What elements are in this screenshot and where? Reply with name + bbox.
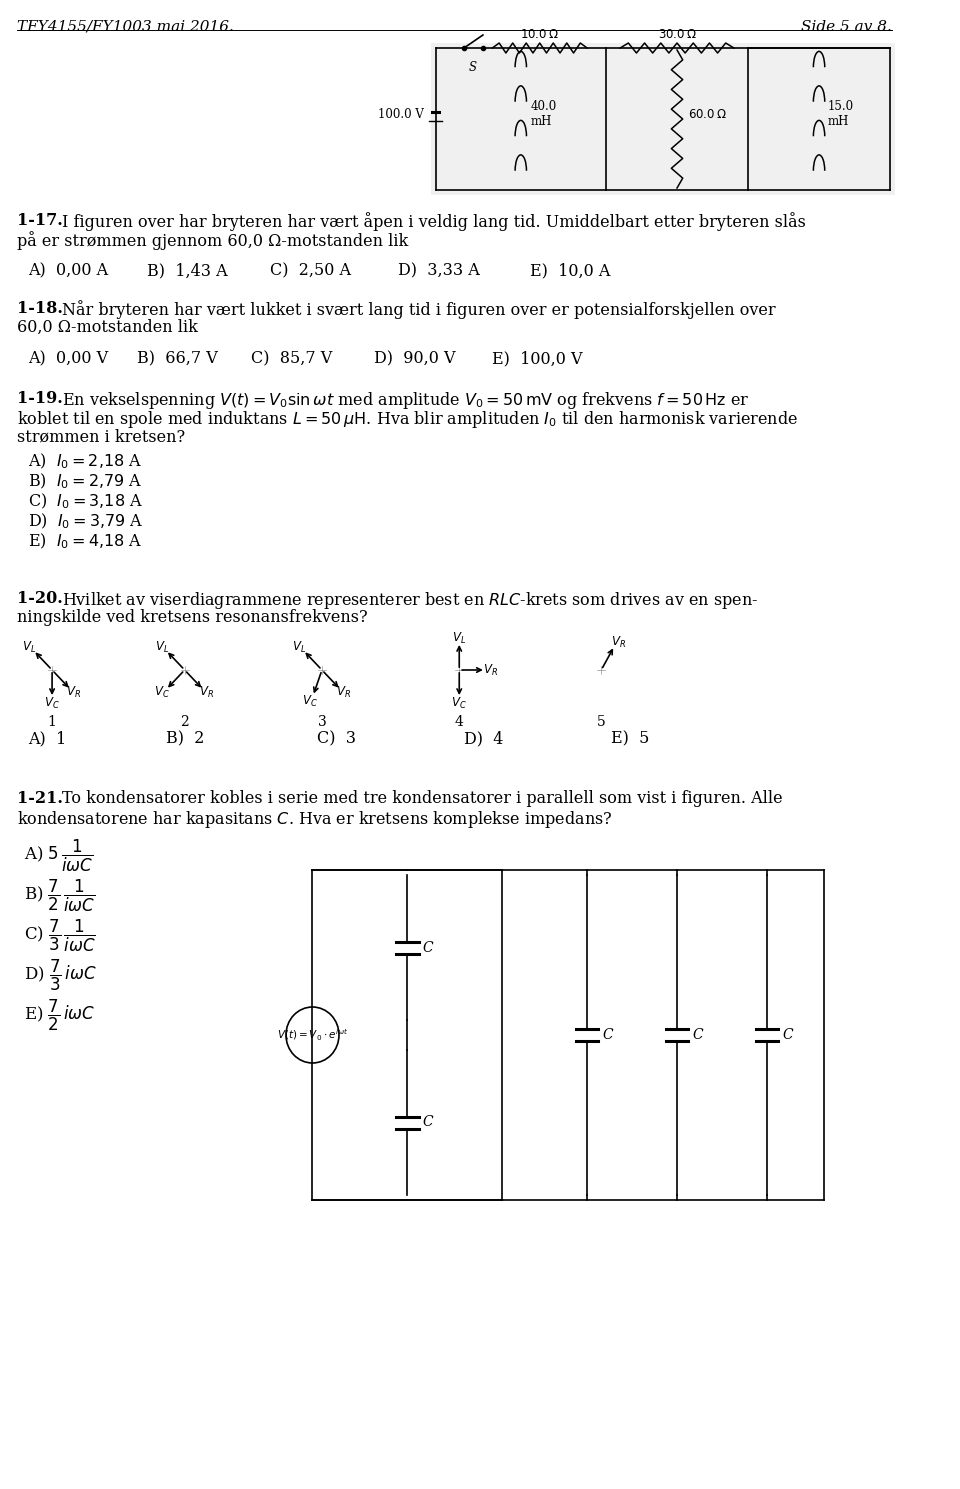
- Text: $V(t) = V_0 \cdot e^{i\omega t}$: $V(t) = V_0 \cdot e^{i\omega t}$: [276, 1027, 348, 1042]
- Text: $V_L$: $V_L$: [22, 640, 36, 655]
- Text: C: C: [422, 941, 433, 954]
- Text: koblet til en spole med induktans $L = 50\,\mu\mathrm{H}$. Hva blir amplituden $: koblet til en spole med induktans $L = 5…: [17, 409, 798, 430]
- Text: 5: 5: [597, 715, 606, 730]
- Text: $V_R$: $V_R$: [483, 663, 498, 677]
- Text: S: S: [468, 61, 477, 74]
- Text: 1-20.: 1-20.: [17, 590, 62, 608]
- Text: 15.0
mH: 15.0 mH: [828, 100, 853, 128]
- Text: B) $\dfrac{7}{2}\,\dfrac{1}{i\omega C}$: B) $\dfrac{7}{2}\,\dfrac{1}{i\omega C}$: [24, 879, 95, 914]
- Text: $V_R$: $V_R$: [66, 685, 82, 700]
- Text: En vekselspenning $V(t) = V_0\sin\omega t$ med amplitude $V_0 = 50\,\mathrm{mV}$: En vekselspenning $V(t) = V_0\sin\omega …: [61, 390, 749, 411]
- Text: 1-17.: 1-17.: [17, 211, 62, 229]
- Text: C: C: [692, 1027, 703, 1042]
- Text: 4: 4: [455, 715, 464, 730]
- Text: $V_C$: $V_C$: [302, 694, 318, 709]
- Text: D) $\dfrac{7}{3}\,i\omega C$: D) $\dfrac{7}{3}\,i\omega C$: [24, 957, 96, 993]
- Text: 100.0 V: 100.0 V: [378, 107, 424, 121]
- Text: 1: 1: [48, 715, 57, 730]
- Text: C) $\dfrac{7}{3}\,\dfrac{1}{i\omega C}$: C) $\dfrac{7}{3}\,\dfrac{1}{i\omega C}$: [24, 919, 96, 954]
- Text: C: C: [602, 1027, 612, 1042]
- Text: C)  $I_0 = 3{,}18$ A: C) $I_0 = 3{,}18$ A: [29, 491, 143, 511]
- Text: E)  10,0 A: E) 10,0 A: [530, 262, 611, 278]
- Text: 60,0 Ω-motstanden lik: 60,0 Ω-motstanden lik: [17, 319, 198, 337]
- Text: 1-18.: 1-18.: [17, 299, 63, 317]
- Text: på er strømmen gjennom 60,0 Ω-motstanden lik: på er strømmen gjennom 60,0 Ω-motstanden…: [17, 231, 408, 250]
- Text: C: C: [422, 1115, 433, 1130]
- Text: $V_C$: $V_C$: [44, 695, 60, 710]
- Text: $V_R$: $V_R$: [336, 685, 351, 700]
- Text: $10.0\,\Omega$: $10.0\,\Omega$: [520, 28, 559, 42]
- Text: D)  $I_0 = 3{,}79$ A: D) $I_0 = 3{,}79$ A: [29, 512, 144, 532]
- Text: $V_R$: $V_R$: [611, 636, 626, 651]
- Text: $V_L$: $V_L$: [155, 640, 169, 655]
- Text: Hvilket av viserdiagrammene representerer best en $RLC$-krets som drives av en s: Hvilket av viserdiagrammene representere…: [61, 590, 757, 610]
- Text: C)  2,50 A: C) 2,50 A: [270, 262, 350, 278]
- Text: B)  $I_0 = 2{,}79$ A: B) $I_0 = 2{,}79$ A: [29, 472, 143, 491]
- Text: C: C: [782, 1027, 793, 1042]
- Text: D)  3,33 A: D) 3,33 A: [397, 262, 479, 278]
- Text: 40.0
mH: 40.0 mH: [530, 100, 557, 128]
- Text: D)  4: D) 4: [464, 730, 503, 747]
- Text: strømmen i kretsen?: strømmen i kretsen?: [17, 427, 185, 445]
- Text: C)  85,7 V: C) 85,7 V: [251, 350, 332, 366]
- Text: E)  5: E) 5: [611, 730, 649, 747]
- Text: 2: 2: [180, 715, 189, 730]
- Text: $V_L$: $V_L$: [293, 640, 306, 655]
- Text: $60.0\,\Omega$: $60.0\,\Omega$: [688, 107, 727, 121]
- Text: B)  66,7 V: B) 66,7 V: [137, 350, 218, 366]
- Text: I figuren over har bryteren har vært åpen i veldig lang tid. Umiddelbart etter b: I figuren over har bryteren har vært åpe…: [61, 211, 805, 231]
- Text: B)  2: B) 2: [166, 730, 204, 747]
- Text: To kondensatorer kobles i serie med tre kondensatorer i parallell som vist i fig: To kondensatorer kobles i serie med tre …: [61, 791, 782, 807]
- Text: 1-19.: 1-19.: [17, 390, 62, 406]
- Text: $V_R$: $V_R$: [199, 685, 214, 700]
- Text: $V_L$: $V_L$: [452, 630, 467, 646]
- Text: A)  $I_0 = 2{,}18$ A: A) $I_0 = 2{,}18$ A: [29, 453, 143, 472]
- Text: ningskilde ved kretsens resonansfrekvens?: ningskilde ved kretsens resonansfrekvens…: [17, 609, 368, 625]
- Text: kondensatorene har kapasitans $C$. Hva er kretsens komplekse impedans?: kondensatorene har kapasitans $C$. Hva e…: [17, 809, 612, 829]
- Text: E)  $I_0 = 4{,}18$ A: E) $I_0 = 4{,}18$ A: [29, 532, 143, 551]
- Text: 3: 3: [318, 715, 326, 730]
- Text: 1-21.: 1-21.: [17, 791, 63, 807]
- Text: A)  0,00 V: A) 0,00 V: [29, 350, 108, 366]
- Text: A) $5\,\dfrac{1}{i\omega C}$: A) $5\,\dfrac{1}{i\omega C}$: [24, 838, 93, 874]
- Text: E) $\dfrac{7}{2}\,i\omega C$: E) $\dfrac{7}{2}\,i\omega C$: [24, 998, 95, 1033]
- Text: $V_C$: $V_C$: [155, 685, 170, 700]
- Bar: [431, 43, 895, 195]
- Text: Side 5 av 8.: Side 5 av 8.: [801, 19, 892, 34]
- Text: $30.0\,\Omega$: $30.0\,\Omega$: [658, 28, 696, 42]
- Text: B)  1,43 A: B) 1,43 A: [147, 262, 228, 278]
- Text: TFY4155/FY1003 mai 2016.: TFY4155/FY1003 mai 2016.: [17, 19, 234, 34]
- Text: E)  100,0 V: E) 100,0 V: [492, 350, 583, 366]
- Text: A)  0,00 A: A) 0,00 A: [29, 262, 108, 278]
- Text: Når bryteren har vært lukket i svært lang tid i figuren over er potensialforskje: Når bryteren har vært lukket i svært lan…: [61, 299, 775, 319]
- Text: D)  90,0 V: D) 90,0 V: [374, 350, 456, 366]
- Text: $V_C$: $V_C$: [451, 695, 468, 710]
- Text: A)  1: A) 1: [29, 730, 66, 747]
- Text: C)  3: C) 3: [317, 730, 356, 747]
